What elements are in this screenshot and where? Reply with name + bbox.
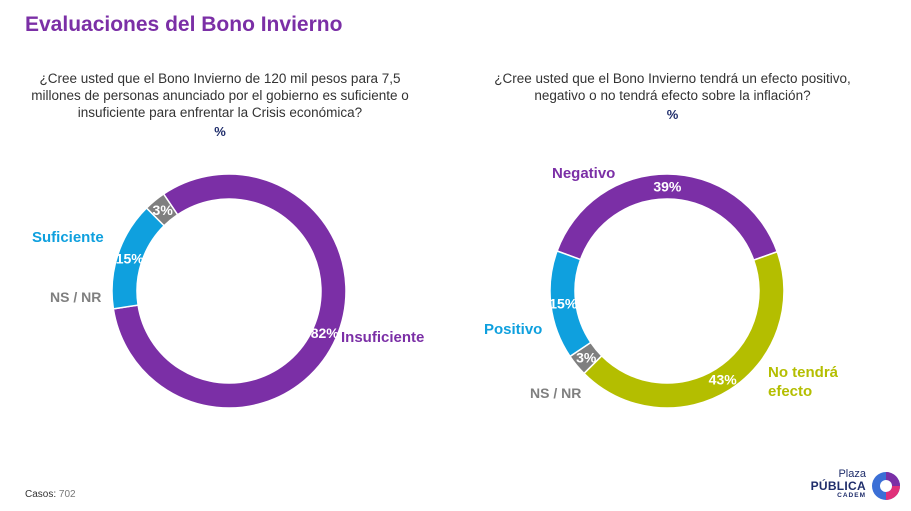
chart1-slice-0 [112, 173, 347, 409]
chart2-category-label-nsnr: NS / NR [530, 385, 582, 401]
casos-label: Casos [25, 489, 54, 500]
chart2-category-label-positivo: Positivo [484, 321, 543, 338]
chart2-value-label-1: 43% [709, 371, 738, 387]
chart2-unit: % [666, 107, 679, 122]
casos-value: 702 [58, 489, 76, 500]
chart2-category-label-negativo: Negativo [552, 165, 616, 182]
chart2-slice-1 [582, 250, 785, 409]
chart2-question: ¿Cree usted que el Bono Invierno tendrá … [475, 70, 870, 123]
plaza-publica-logo: Plaza PÚBLICA CADEM [810, 468, 902, 502]
chart2-slice-3 [549, 250, 592, 358]
chart1-question-text: ¿Cree usted que el Bono Invierno de 120 … [31, 71, 409, 120]
logo-line3: CADEM [837, 492, 866, 499]
chart1-category-label-insuficiente: Insuficiente [341, 329, 425, 346]
footer-casos: Casos: 702 [25, 489, 76, 500]
chart1-slice-2 [145, 192, 179, 227]
chart2-value-label-0: 39% [653, 179, 682, 195]
chart1-category-label-nsnr: NS / NR [50, 289, 102, 305]
logo-line1: Plaza [838, 468, 866, 480]
chart2-question-text: ¿Cree usted que el Bono Invierno tendrá … [494, 71, 851, 103]
chart1-value-label-1: 15% [116, 250, 145, 266]
chart1-value-label-2: 3% [153, 202, 174, 218]
page-title: Evaluaciones del Bono Invierno [25, 13, 343, 36]
chart1-question: ¿Cree usted que el Bono Invierno de 120 … [30, 70, 410, 140]
chart2-category-label-no-tendra-efecto: No tendrá efecto [768, 364, 839, 400]
logo-swirl-icon [872, 472, 900, 500]
logo-line2: PÚBLICA [810, 479, 866, 493]
chart2-value-label-2: 3% [576, 349, 597, 365]
chart1-unit: % [214, 124, 226, 139]
chart1-value-label-0: 82% [311, 325, 340, 341]
chart1-category-label-suficiente: Suficiente [32, 229, 104, 246]
chart2-value-label-3: 15% [549, 296, 578, 312]
